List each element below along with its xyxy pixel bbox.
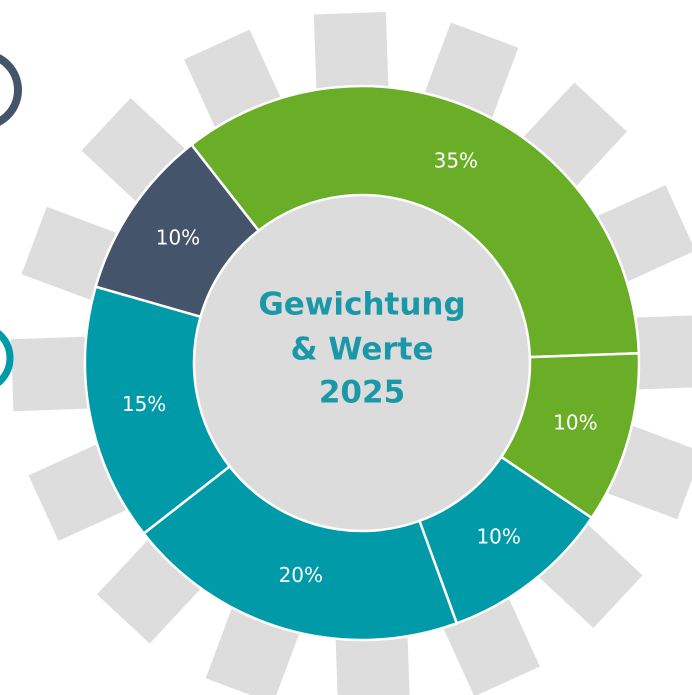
segment-label: 35% [434,148,478,172]
tab [313,11,389,105]
segment-label: 15% [122,392,166,416]
center-title: & Werte [290,332,433,368]
segment-label: 10% [156,225,200,249]
segment-label: 10% [553,411,597,435]
segment [94,142,261,319]
tab [10,336,104,412]
center-title: Gewichtung [258,287,465,323]
decor-circle [0,54,22,126]
segment [189,84,641,359]
donut-center [194,195,530,531]
segment [141,464,459,642]
segment-label: 20% [279,563,323,587]
center-title: 2025 [319,375,405,411]
decor-circle [0,330,14,386]
segment-label: 10% [476,524,520,548]
segments: 35% 10% 10% 20% 15% 10% [83,84,641,642]
